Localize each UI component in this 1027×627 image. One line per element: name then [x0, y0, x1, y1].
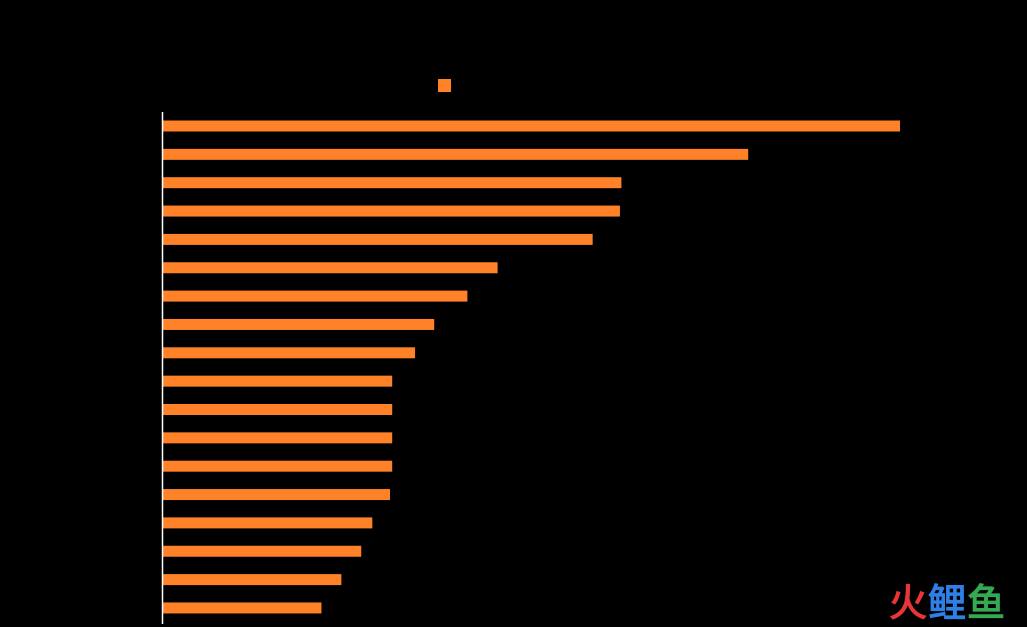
bar-10	[163, 375, 393, 387]
bar-1	[163, 120, 900, 132]
bars	[163, 120, 900, 614]
bar-7	[163, 290, 468, 302]
bar-4	[163, 205, 620, 217]
bar-3	[163, 177, 622, 189]
bar-9	[163, 347, 416, 359]
bar-12	[163, 432, 393, 444]
bar-18	[163, 602, 322, 614]
watermark-char-1: 火	[888, 581, 927, 625]
bar-13	[163, 460, 393, 472]
legend-swatch	[438, 79, 451, 92]
bar-2	[163, 148, 749, 160]
bar-6	[163, 262, 498, 274]
bar-16	[163, 545, 362, 557]
bar-15	[163, 517, 373, 529]
watermark-logo: 火 鲤 鱼	[889, 583, 1005, 623]
legend	[438, 79, 451, 92]
watermark-char-2: 鲤	[927, 581, 966, 625]
bar-14	[163, 489, 390, 501]
bar-17	[163, 574, 342, 586]
bar-8	[163, 318, 435, 330]
bar-11	[163, 404, 393, 415]
watermark-char-3: 鱼	[966, 581, 1005, 625]
bar-5	[163, 233, 593, 245]
